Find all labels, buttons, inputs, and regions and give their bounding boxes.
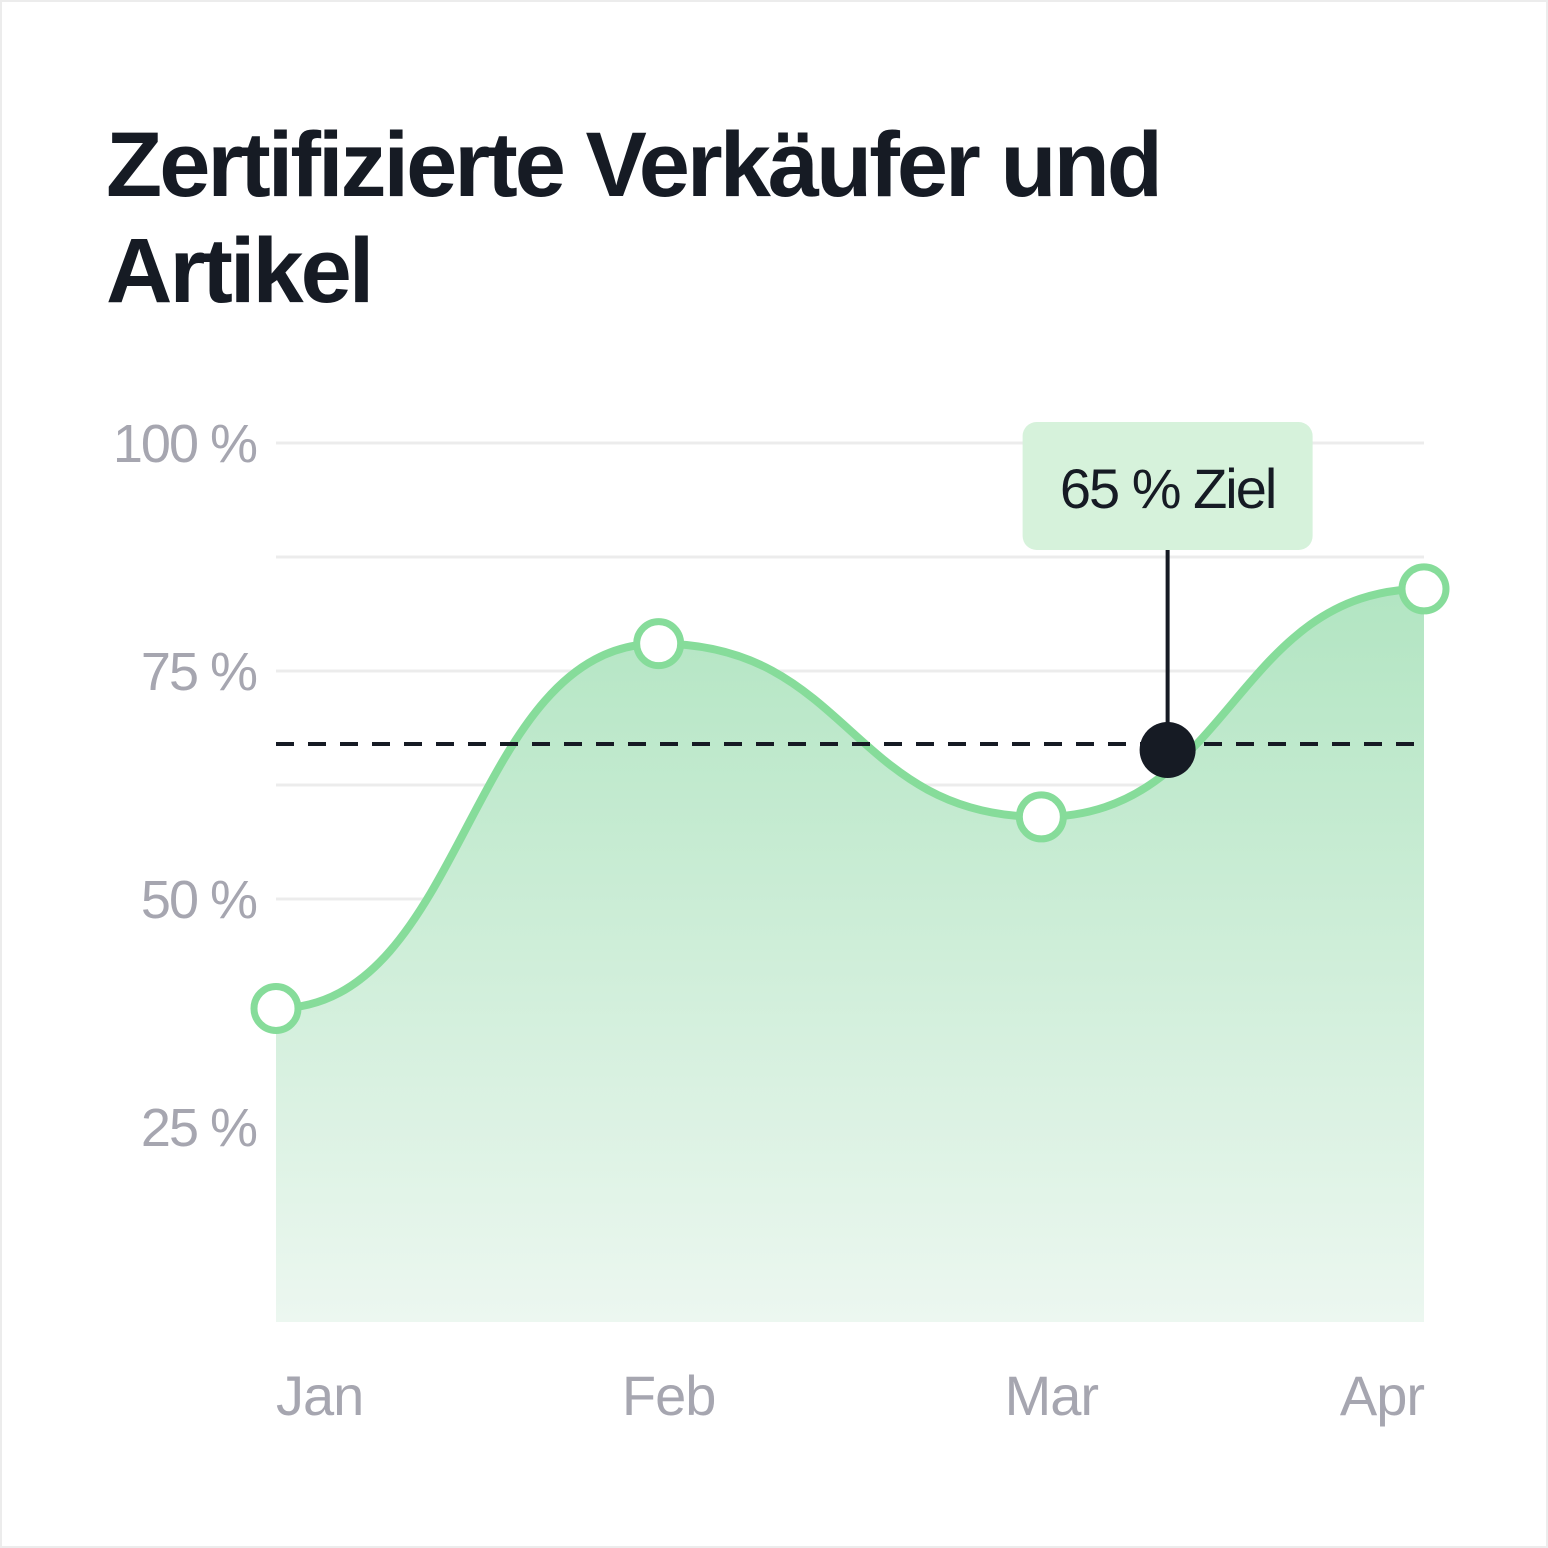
x-tick-label: Apr (1340, 1364, 1424, 1427)
y-tick-label: 25 % (141, 1098, 257, 1158)
x-tick-label: Feb (622, 1364, 716, 1427)
target-callout-label: 65 % Ziel (1060, 457, 1275, 520)
y-axis: 100 % 75 % 50 % 25 % (113, 414, 259, 1158)
y-tick-label: 75 % (141, 642, 257, 702)
target-marker (1139, 721, 1196, 778)
data-point (1015, 791, 1067, 843)
y-tick-label: 50 % (141, 870, 257, 930)
x-tick-label: Jan (276, 1364, 363, 1427)
x-tick-label: Mar (1005, 1364, 1099, 1427)
target-line-group: 65 % Ziel (276, 422, 1424, 778)
chart-title: Zertifizierte Verkäufer und Artikel (106, 114, 1163, 322)
data-points (250, 563, 1450, 1034)
data-point (633, 618, 685, 670)
area-series (272, 584, 1428, 1322)
series-line (272, 584, 1428, 1013)
target-callout-box (1022, 422, 1313, 550)
x-axis: Jan Feb Mar Apr (276, 1364, 1425, 1427)
area-fill (276, 588, 1424, 1322)
data-point (1398, 563, 1450, 615)
data-point (250, 982, 302, 1034)
y-tick-label: 100 % (113, 414, 257, 474)
